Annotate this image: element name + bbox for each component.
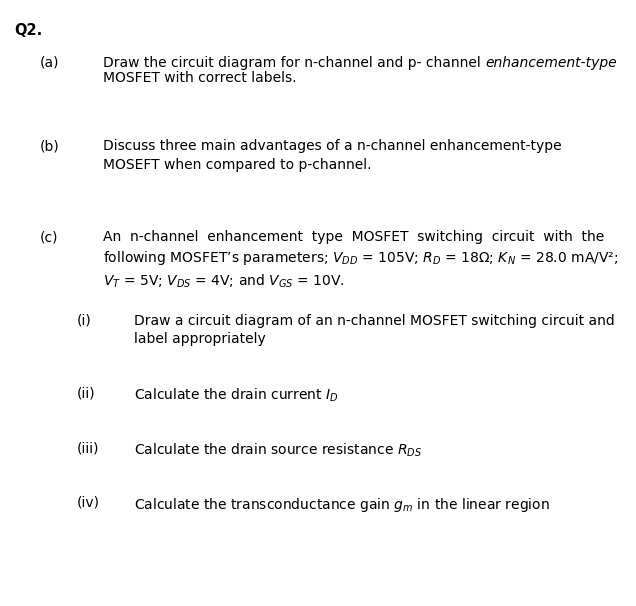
Text: Calculate the drain source resistance $R_{DS}$: Calculate the drain source resistance $R… (134, 441, 422, 459)
Text: (iv): (iv) (76, 496, 99, 510)
Text: Calculate the drain current $I_D$: Calculate the drain current $I_D$ (134, 387, 338, 404)
Text: (iii): (iii) (76, 441, 99, 455)
Text: Draw a circuit diagram of an n-channel MOSFET switching circuit and
label approp: Draw a circuit diagram of an n-channel M… (134, 314, 614, 346)
Text: (a): (a) (39, 56, 59, 70)
Text: (b): (b) (39, 139, 59, 153)
Text: (c): (c) (39, 230, 58, 244)
Text: (i): (i) (76, 314, 91, 328)
Text: enhancement-type: enhancement-type (485, 56, 617, 70)
Text: MOSFET with correct labels.: MOSFET with correct labels. (103, 71, 296, 85)
Text: Discuss three main advantages of a n-channel enhancement-type
MOSEFT when compar: Discuss three main advantages of a n-cha… (103, 139, 562, 171)
Text: Draw the circuit diagram for n-channel and p- channel: Draw the circuit diagram for n-channel a… (103, 56, 485, 70)
Text: Calculate the transconductance gain $g_m$ in the linear region: Calculate the transconductance gain $g_m… (134, 496, 550, 514)
Text: An  n-channel  enhancement  type  MOSFET  switching  circuit  with  the
followin: An n-channel enhancement type MOSFET swi… (103, 230, 618, 290)
Text: (ii): (ii) (76, 387, 95, 401)
Text: Q2.: Q2. (14, 23, 42, 38)
